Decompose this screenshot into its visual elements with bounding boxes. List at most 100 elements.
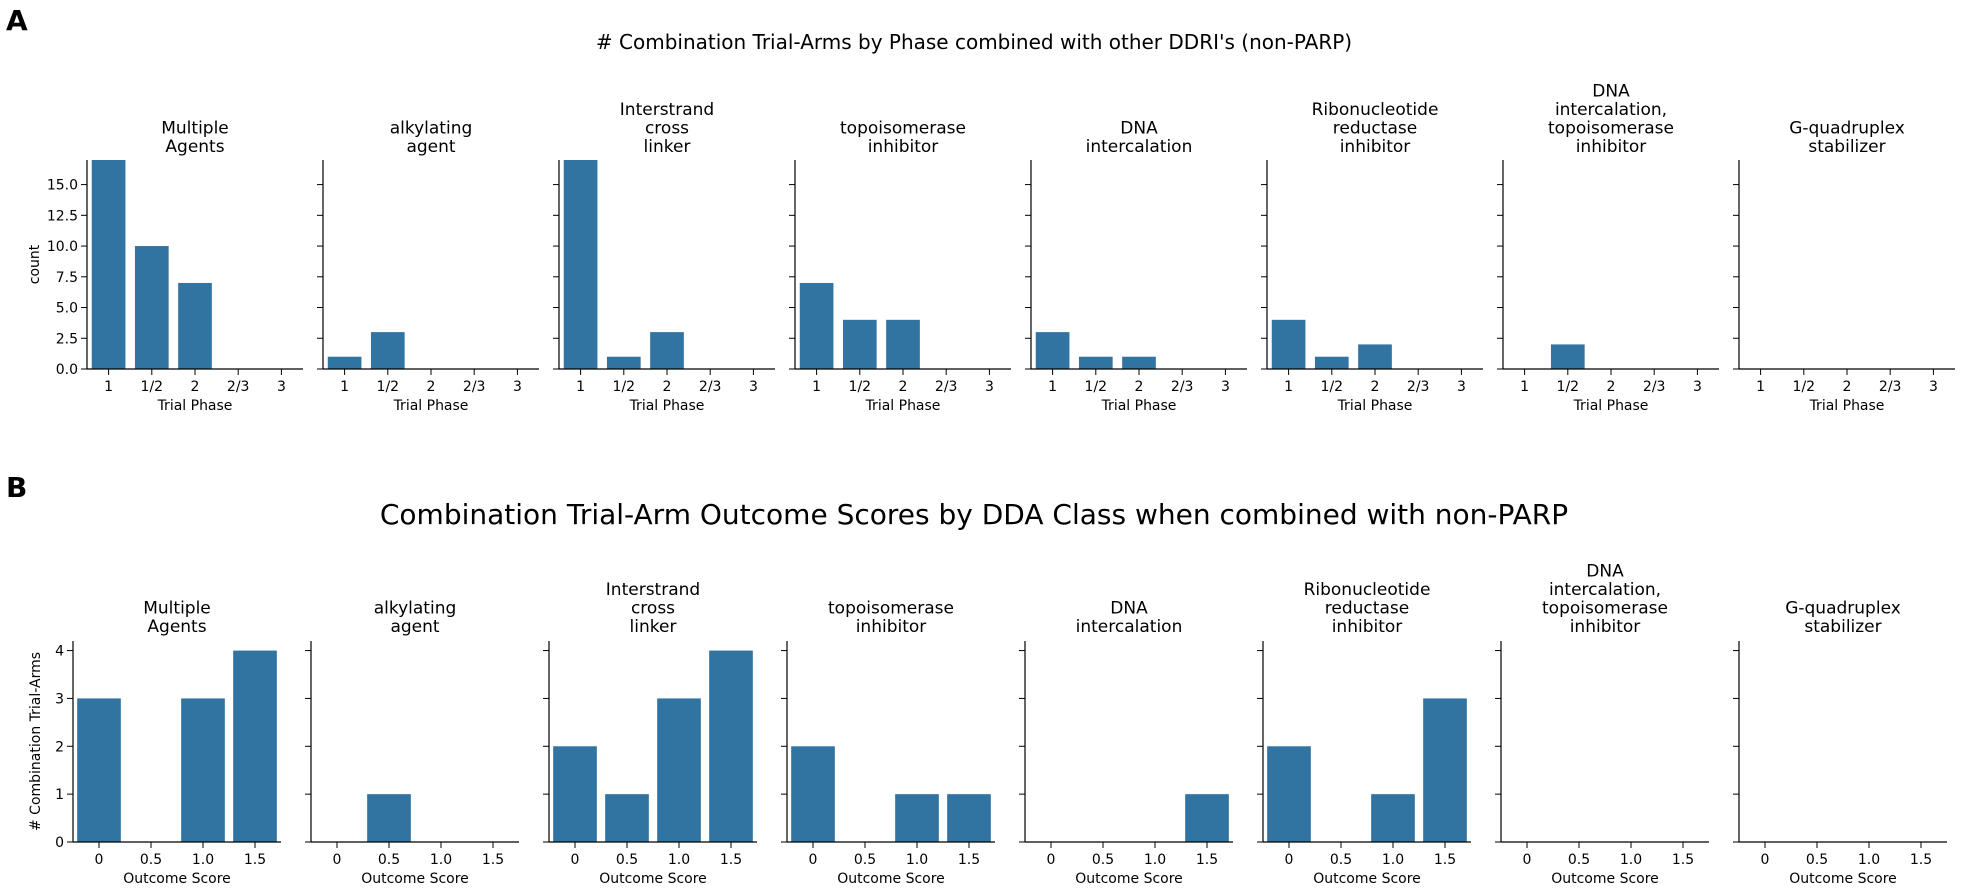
x-tick-label: 1.5: [482, 852, 504, 868]
x-tick-label: 1.0: [1382, 852, 1404, 868]
facet-title-line: Multiple: [143, 599, 211, 619]
x-tick-label: 0: [809, 852, 818, 868]
facet-title-line: reductase: [1325, 599, 1409, 619]
x-tick-label: 0.5: [616, 852, 638, 868]
facet-title-line: Agents: [147, 617, 206, 637]
bar: [895, 794, 939, 842]
x-tick-label: 1/2: [141, 379, 164, 395]
x-axis-label: Trial Phase: [1573, 398, 1649, 414]
bar: [563, 160, 598, 369]
bar: [947, 794, 991, 842]
x-tick-label: 0: [95, 852, 104, 868]
x-axis-label: Outcome Score: [1075, 871, 1183, 887]
facet-title-line: Agents: [165, 137, 224, 157]
x-tick-label: 1.0: [668, 852, 690, 868]
bar: [1423, 698, 1467, 842]
facet-title-line: Interstrand: [606, 580, 700, 600]
x-tick-label: 2/3: [227, 379, 250, 395]
facet-title-line: intercalation,: [1549, 580, 1661, 600]
bar: [1314, 356, 1349, 369]
x-axis-label: Trial Phase: [1809, 398, 1885, 414]
x-tick-label: 2: [1607, 379, 1616, 395]
y-tick-label: 0: [55, 835, 64, 851]
bar: [1078, 356, 1113, 369]
x-axis-label: Outcome Score: [123, 871, 231, 887]
panel-label-a: A: [6, 4, 28, 37]
facet-title-line: agent: [406, 137, 455, 157]
x-tick-label: 1.0: [192, 852, 214, 868]
x-tick-label: 2/3: [1643, 379, 1666, 395]
bar: [650, 332, 684, 369]
x-tick-label: 0.5: [1330, 852, 1352, 868]
facet-title-line: stabilizer: [1808, 137, 1885, 157]
bar: [606, 356, 641, 369]
bar: [886, 319, 920, 369]
facet-title-line: alkylating: [374, 599, 457, 619]
bar: [842, 319, 877, 369]
x-tick-label: 1: [1520, 379, 1529, 395]
x-tick-label: 1: [1284, 379, 1293, 395]
bar: [1550, 344, 1585, 369]
bar: [233, 650, 277, 842]
bar: [709, 650, 753, 842]
x-tick-label: 3: [749, 379, 758, 395]
facet-title-line: inhibitor: [868, 137, 939, 157]
x-axis-label: Outcome Score: [361, 871, 469, 887]
facet-title-line: intercalation: [1086, 137, 1193, 157]
x-tick-label: 0.5: [1568, 852, 1590, 868]
y-tick-label: 2: [55, 739, 64, 755]
x-tick-label: 1: [1756, 379, 1765, 395]
x-axis-label: Outcome Score: [1789, 871, 1897, 887]
facet-title-line: DNA: [1120, 119, 1158, 139]
x-tick-label: 1: [576, 379, 585, 395]
bar: [370, 332, 405, 369]
facet-title-line: topoisomerase: [1542, 599, 1668, 619]
facet-title-line: linker: [630, 617, 677, 637]
x-axis-label: Trial Phase: [393, 398, 469, 414]
facet-title-line: inhibitor: [856, 617, 927, 637]
facet-title-line: topoisomerase: [1548, 119, 1674, 139]
facet-title-line: inhibitor: [1332, 617, 1403, 637]
x-tick-label: 2/3: [699, 379, 722, 395]
facet-title-line: linker: [644, 137, 691, 157]
facet-title-line: DNA: [1592, 82, 1630, 102]
facet-title-line: topoisomerase: [828, 599, 954, 619]
y-tick-label: 15.0: [47, 178, 78, 194]
x-tick-label: 1.5: [958, 852, 980, 868]
x-tick-label: 2/3: [463, 379, 486, 395]
x-tick-label: 2: [899, 379, 908, 395]
y-tick-label: 10.0: [47, 239, 78, 255]
facet-title-line: Interstrand: [620, 100, 714, 120]
bar: [657, 698, 701, 842]
facet-title-line: alkylating: [390, 119, 473, 139]
x-tick-label: 1.5: [1196, 852, 1218, 868]
x-tick-label: 0.5: [140, 852, 162, 868]
x-tick-label: 1.0: [1858, 852, 1880, 868]
facet-title-line: Ribonucleotide: [1304, 580, 1431, 600]
x-tick-label: 2/3: [1171, 379, 1194, 395]
bar: [181, 698, 225, 842]
bar: [1371, 794, 1415, 842]
facet-title-line: DNA: [1110, 599, 1148, 619]
x-tick-label: 3: [985, 379, 994, 395]
bar: [1267, 746, 1311, 842]
facet-title-line: G-quadruplex: [1785, 599, 1901, 619]
bar: [1035, 332, 1070, 369]
x-tick-label: 2: [1135, 379, 1144, 395]
bar: [605, 794, 649, 842]
x-tick-label: 1/2: [1321, 379, 1344, 395]
x-axis-label: Trial Phase: [1101, 398, 1177, 414]
x-tick-label: 3: [1693, 379, 1702, 395]
x-tick-label: 1.5: [244, 852, 266, 868]
